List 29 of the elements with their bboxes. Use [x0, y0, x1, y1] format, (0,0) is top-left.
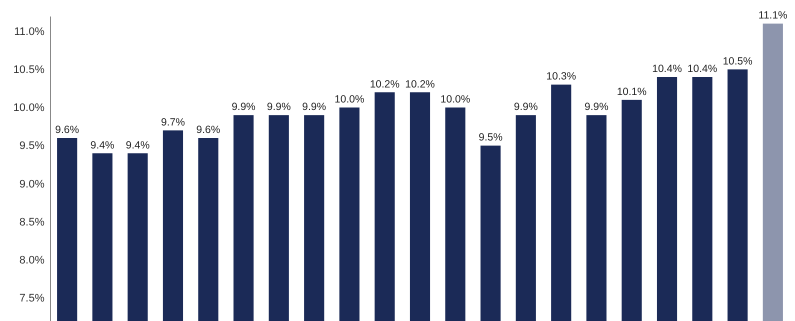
y-tick-label: 10.5%	[13, 64, 45, 76]
y-tick-label: 10.0%	[13, 102, 45, 114]
y-tick-label: 9.5%	[19, 140, 45, 152]
data-label: 9.7%	[161, 116, 185, 128]
data-label: 10.3%	[546, 70, 576, 83]
data-label: 9.9%	[302, 101, 326, 114]
data-label: 9.9%	[232, 101, 256, 114]
data-label: 10.4%	[652, 63, 682, 75]
data-label: 11.1%	[758, 10, 788, 22]
data-label: 9.9%	[514, 101, 538, 114]
data-label: 10.4%	[687, 63, 718, 75]
data-label: 9.4%	[90, 139, 114, 152]
data-label: 10.5%	[722, 55, 752, 68]
y-tick-label: 11.0%	[14, 26, 45, 38]
data-label: 10.2%	[405, 78, 435, 90]
y-tick-label: 8.5%	[19, 216, 45, 228]
y-tick-label: 8.0%	[19, 254, 45, 266]
data-label: 9.6%	[55, 124, 80, 136]
data-label: 9.9%	[266, 101, 291, 114]
data-label: 9.9%	[584, 101, 608, 114]
y-tick-label: 9.0%	[19, 178, 45, 190]
data-label: 10.0%	[440, 94, 470, 106]
data-label: 9.4%	[126, 139, 150, 152]
data-label: 10.2%	[370, 78, 400, 90]
data-label: 9.5%	[478, 132, 503, 144]
data-label: 10.0%	[334, 94, 364, 106]
data-label: 10.1%	[616, 86, 647, 98]
y-tick-label: 7.5%	[19, 292, 45, 305]
data-label: 9.6%	[196, 124, 220, 136]
